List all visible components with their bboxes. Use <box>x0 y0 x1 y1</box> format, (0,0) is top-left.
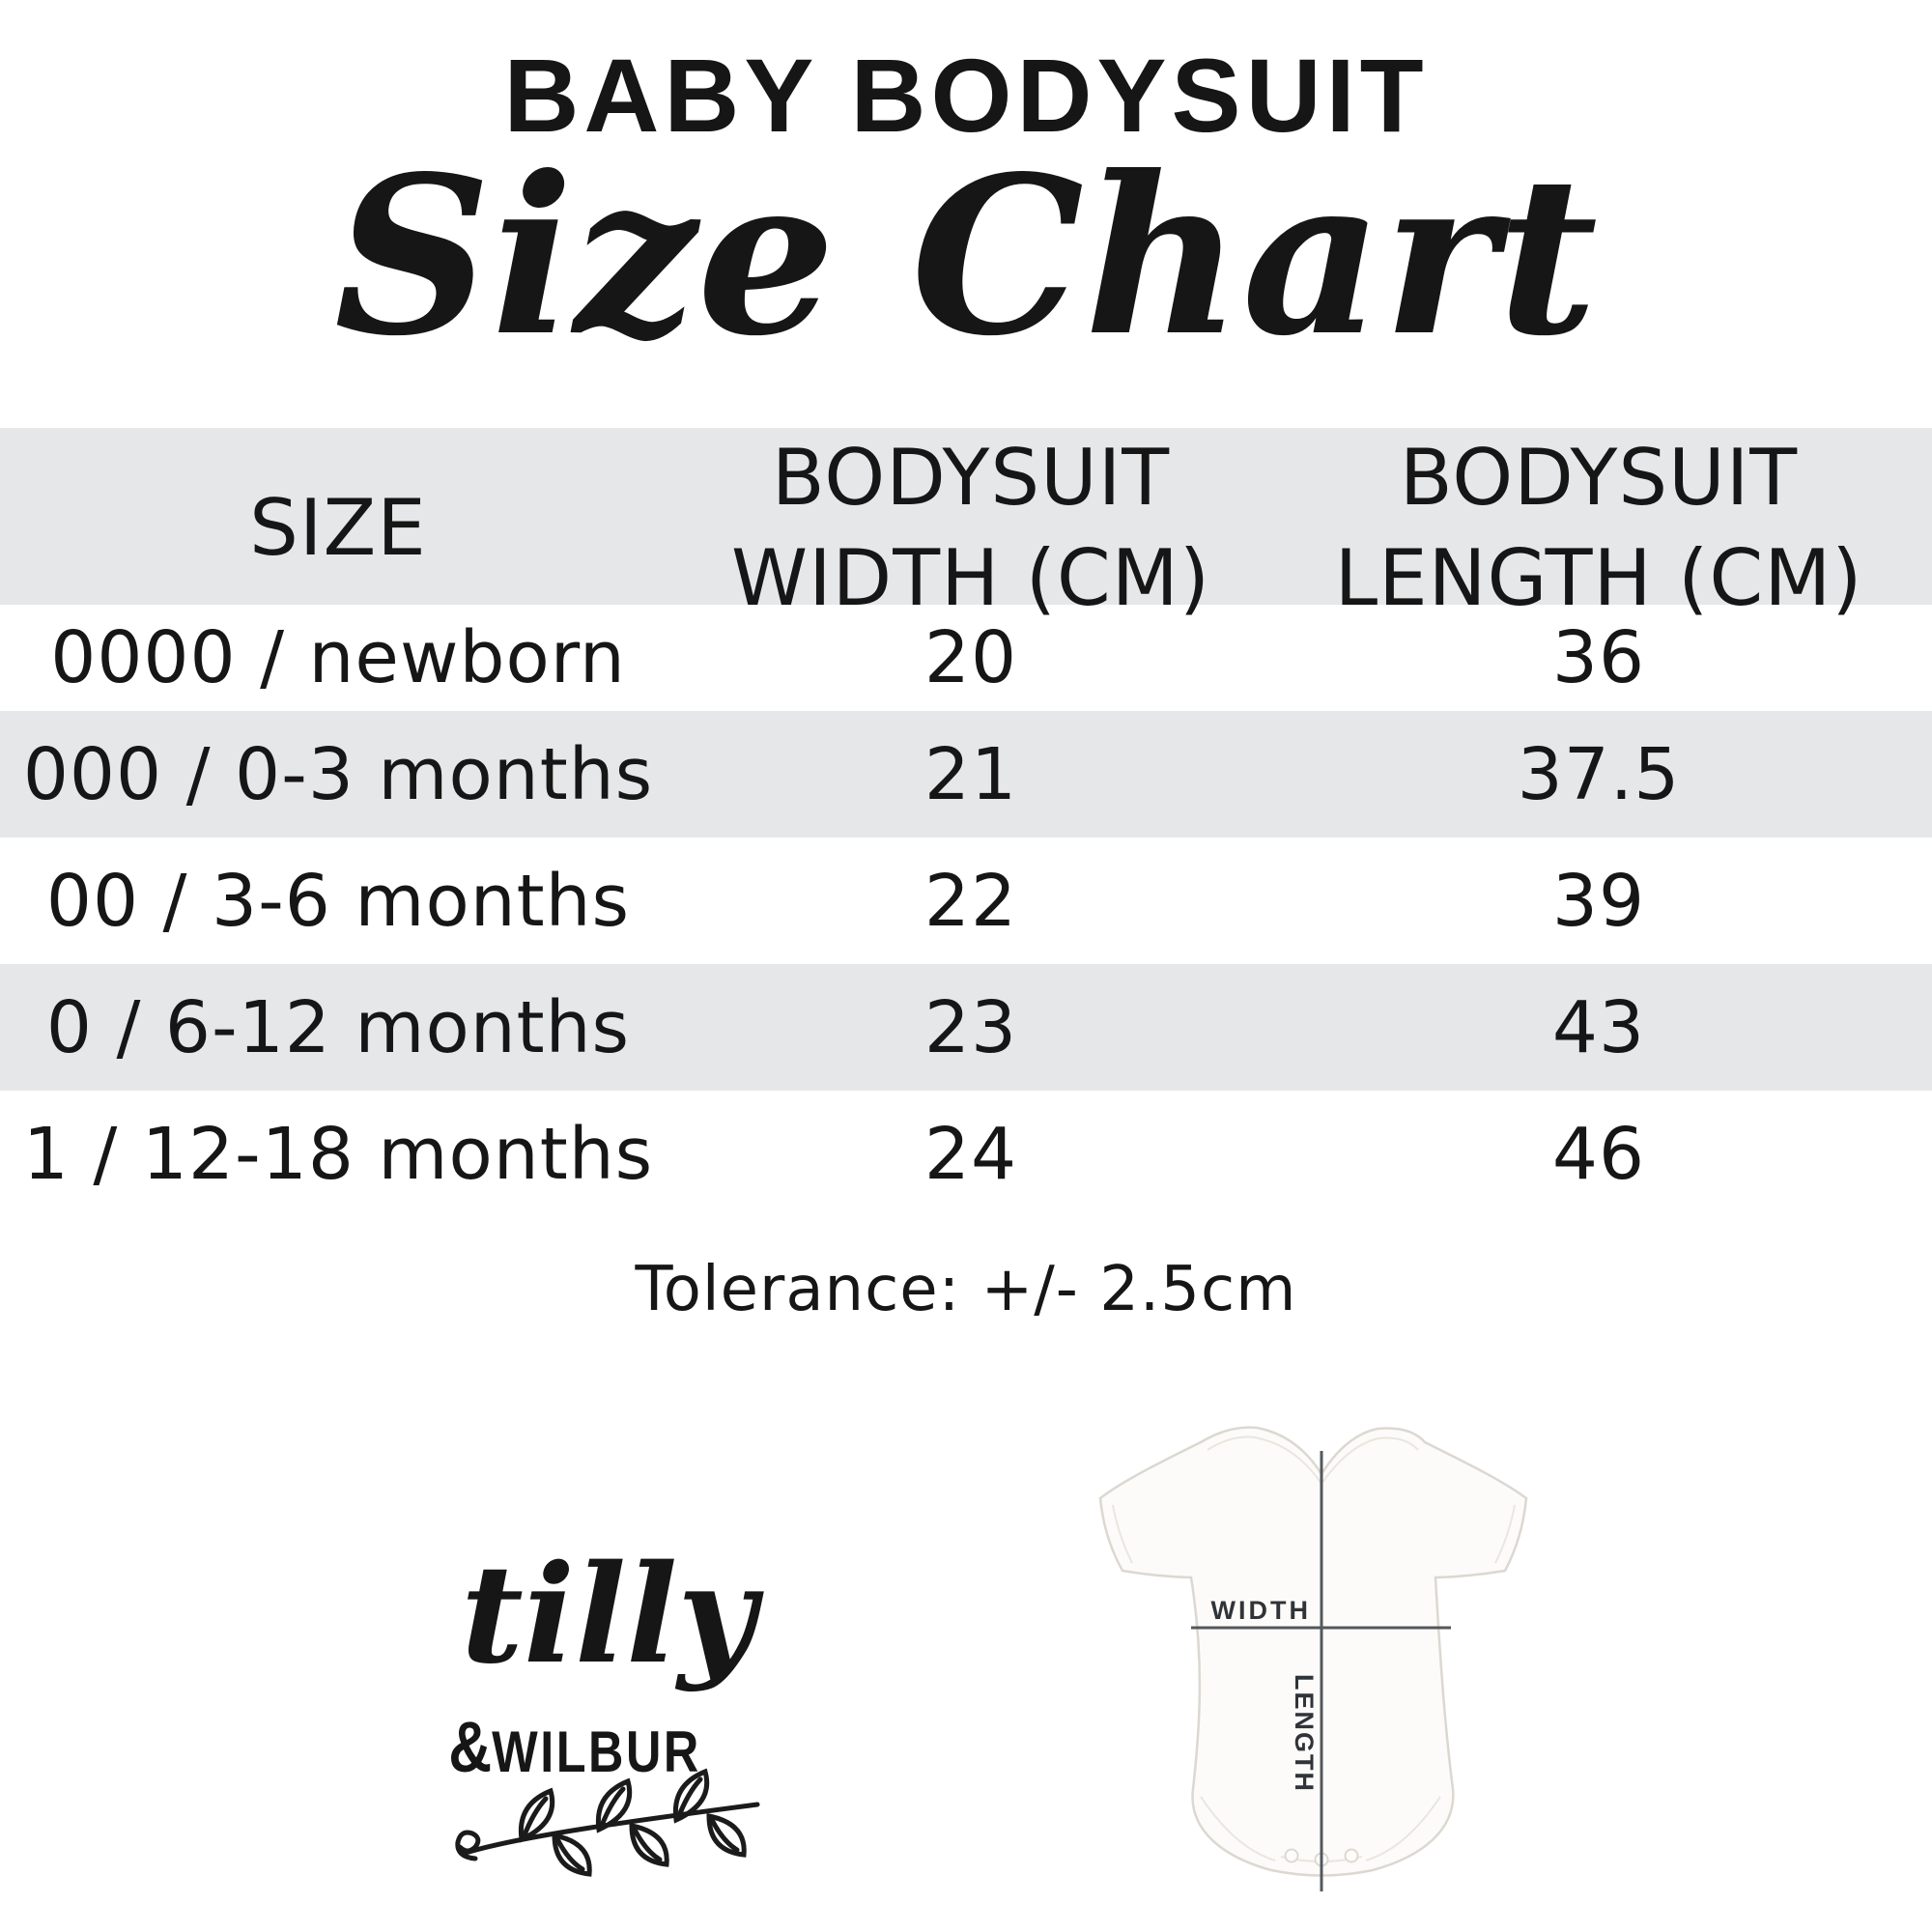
cell-width: 23 <box>923 985 1018 1069</box>
cell-size: 0000 / newborn <box>50 616 626 699</box>
table-row: 0 / 6-12 months 23 43 <box>0 964 1932 1091</box>
cell-length: 39 <box>1551 859 1646 943</box>
cell-width: 24 <box>923 1112 1018 1196</box>
table-row: 00 / 3-6 months 22 39 <box>0 838 1932 964</box>
cell-width: 22 <box>923 859 1018 943</box>
table-header-row: SIZE BODYSUIT WIDTH (CM) BODYSUIT LENGTH… <box>0 428 1932 623</box>
size-table: SIZE BODYSUIT WIDTH (CM) BODYSUIT LENGTH… <box>0 428 1932 1217</box>
cell-length: 43 <box>1551 985 1646 1069</box>
cell-length: 36 <box>1551 616 1646 699</box>
cell-size: 1 / 12-18 months <box>22 1112 654 1196</box>
cell-width: 21 <box>923 732 1018 816</box>
table-row: 1 / 12-18 months 24 46 <box>0 1091 1932 1217</box>
leaf-branch-icon <box>455 1768 760 1877</box>
cell-size: 0 / 6-12 months <box>45 985 631 1069</box>
column-header-length: BODYSUIT LENGTH (CM) <box>1334 433 1863 623</box>
brand-logo-script: tilly <box>461 1536 756 1694</box>
bodysuit-outline <box>1098 1426 1528 1877</box>
bodysuit-measurement-diagram: WIDTH LENGTH <box>1098 1426 1528 1891</box>
length-label: LENGTH <box>1290 1674 1319 1793</box>
cell-length: 46 <box>1551 1112 1646 1196</box>
brand-name-caps: WILBUR <box>492 1719 701 1784</box>
brand-ampersand: & <box>448 1707 493 1787</box>
tolerance-note: Tolerance: +/- 2.5cm <box>635 1254 1297 1325</box>
cell-width: 20 <box>923 616 1018 699</box>
page-subtitle: Size Chart <box>333 129 1599 384</box>
column-header-size: SIZE <box>249 483 427 573</box>
width-label: WIDTH <box>1211 1596 1311 1625</box>
table-row: 000 / 0-3 months 21 37.5 <box>0 711 1932 838</box>
cell-length: 37.5 <box>1517 732 1681 816</box>
brand-logo-caps: &WILBUR <box>416 1706 733 1788</box>
table-row: 0000 / newborn 20 36 <box>0 605 1932 711</box>
page-title: BABY BODYSUIT <box>503 37 1429 154</box>
cell-size: 00 / 3-6 months <box>45 859 631 943</box>
column-header-width: BODYSUIT WIDTH (CM) <box>730 433 1211 623</box>
cell-size: 000 / 0-3 months <box>22 732 654 816</box>
